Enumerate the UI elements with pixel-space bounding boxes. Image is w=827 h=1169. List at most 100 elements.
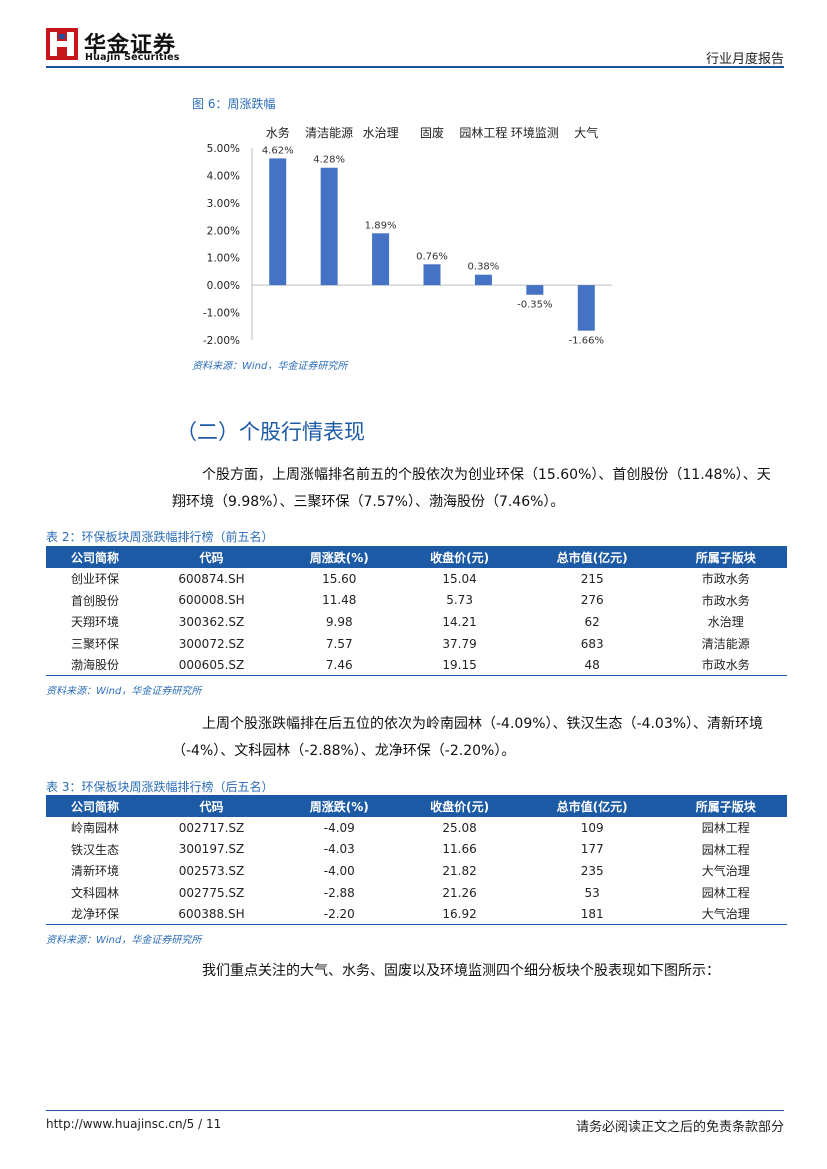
column-header: 收盘价(元) — [399, 795, 520, 817]
table-cell: 5.73 — [446, 593, 473, 608]
table-cell: 002717.SZ — [178, 820, 245, 835]
table-row: 创业环保 600874.SH 15.60 15.04 215 市政水务 — [46, 568, 787, 590]
table-cell: 276 — [580, 593, 604, 608]
table-cell: 683 — [580, 636, 604, 651]
table-cell: 创业环保 — [70, 572, 119, 587]
table-cell: 市政水务 — [701, 593, 750, 608]
table-header-row: 公司简称 代码 周涨跌(%) 收盘价(元) 总市值(亿元) 所属子版块 — [46, 795, 787, 817]
table-cell: 园林工程 — [701, 821, 750, 836]
table-cell: 三聚环保 — [70, 637, 119, 652]
table-cell: 园林工程 — [701, 886, 750, 901]
table3-title: 表 3：环保板块周涨跌幅排行榜（后五名） — [46, 780, 274, 794]
data-label: 1.89% — [365, 220, 397, 231]
table-cell: 7.57 — [325, 636, 353, 651]
bar-1 — [320, 167, 338, 286]
table-cell: 181 — [519, 903, 665, 926]
table-cell: 235 — [580, 863, 604, 878]
y-tick-label: -2.00% — [203, 335, 240, 347]
page-header: 华金证券 Huajin Securities 行业月度报告 — [46, 26, 784, 68]
table-cell: 37.79 — [442, 636, 477, 651]
table-cell: 市政水务 — [701, 572, 750, 587]
table-cell: 002573.SZ — [178, 863, 245, 878]
table-cell: 岭南园林 — [70, 821, 119, 836]
table-cell: 15.60 — [322, 571, 357, 586]
table-cell: 大气治理 — [701, 864, 750, 879]
table-cell: 62 — [584, 614, 600, 629]
chart-canvas: 5.00% 4.00% 3.00% 2.00% 1.00% 0.00% -1.00% -2.0… — [203, 125, 612, 347]
category-label: 环境监测 — [511, 125, 559, 140]
column-header: 总市值(亿元) — [519, 795, 665, 817]
y-tick-label: 5.00% — [207, 143, 240, 155]
table-cell: 9.98 — [325, 614, 353, 629]
y-tick-label: 4.00% — [207, 170, 240, 182]
category-label: 园林工程 — [459, 125, 507, 140]
column-header: 所属子版块 — [664, 546, 787, 568]
y-tick-label: 1.00% — [207, 253, 240, 265]
table-cell: 14.21 — [442, 614, 477, 629]
table-cell: -2.20 — [279, 903, 400, 926]
table-cell: 600388.SH — [143, 903, 280, 926]
category-label: 大气 — [574, 125, 598, 140]
data-label: 0.76% — [416, 251, 448, 262]
table-cell: 48 — [519, 654, 665, 677]
footer-divider — [46, 1110, 784, 1111]
bar-5 — [526, 285, 544, 295]
weekly-change-chart: 5.00% 4.00% 3.00% 2.00% 1.00% 0.00% -1.00% -2.0… — [192, 118, 628, 356]
table-cell: 19.15 — [399, 654, 520, 677]
data-label: -1.66% — [569, 336, 604, 347]
table-cell: 7.46 — [279, 654, 400, 677]
column-header: 总市值(亿元) — [519, 546, 665, 568]
data-label: 4.62% — [262, 145, 294, 156]
column-header: 代码 — [143, 795, 280, 817]
table-cell: 15.04 — [442, 571, 477, 586]
paragraph-focus: 我们重点关注的大气、水务、固废以及环境监测四个细分板块个股表现如下图所示： — [202, 963, 720, 979]
column-header: 周涨跌(%) — [279, 795, 400, 817]
table-row: 天翔环境 300362.SZ 9.98 14.21 62 水治理 — [46, 611, 787, 633]
table-cell: 109 — [580, 820, 604, 835]
table-cell: 龙净环保 — [46, 903, 144, 926]
table-cell: 首创股份 — [70, 593, 119, 608]
column-header: 公司简称 — [46, 795, 144, 817]
table-cell: 21.82 — [442, 863, 477, 878]
footer-disclaimer: 请务必阅读正文之后的免责条款部分 — [575, 1120, 784, 1135]
table-cell: 215 — [580, 571, 604, 586]
table-cell: 市政水务 — [664, 654, 787, 677]
bar-3 — [423, 264, 441, 286]
table-cell: -4.09 — [323, 820, 355, 835]
table-cell: -2.88 — [323, 885, 355, 900]
table-cell: 水治理 — [707, 615, 744, 630]
table-cell: 11.66 — [442, 842, 477, 857]
footer-url-page: http://www.huajinsc.cn/5 / 11 — [46, 1117, 222, 1131]
column-header: 收盘价(元) — [399, 546, 520, 568]
table-row: 清新环境 002573.SZ -4.00 21.82 235 大气治理 — [46, 860, 787, 882]
table-cell: 25.08 — [442, 820, 477, 835]
category-label: 水务 — [266, 125, 290, 140]
table-cell: -4.00 — [323, 863, 355, 878]
data-label: -0.35% — [517, 300, 552, 311]
table-cell: 000605.SZ — [143, 654, 280, 677]
table-cell: 天翔环境 — [70, 615, 119, 630]
table-cell: 11.48 — [322, 593, 357, 608]
data-label: 4.28% — [313, 155, 345, 166]
category-label: 固废 — [420, 125, 444, 140]
table-row: 渤海股份 000605.SZ 7.46 19.15 48 市政水务 — [46, 654, 787, 677]
column-header: 周涨跌(%) — [279, 546, 400, 568]
bar-2 — [372, 233, 390, 286]
paragraph-bottom-five: 上周个股涨跌幅排在后五位的依次为岭南园林（-4.09%）、铁汉生态（-4.03%… — [172, 716, 764, 759]
bar-6 — [577, 285, 595, 331]
y-tick-label: 2.00% — [207, 225, 240, 237]
table2-source: 资料来源：Wind，华金证券研究所 — [46, 686, 202, 697]
table-cell: 21.26 — [442, 885, 477, 900]
huajin-logo-icon — [46, 28, 78, 60]
table-cell: 16.92 — [399, 903, 520, 926]
category-label: 水治理 — [363, 126, 399, 140]
table-row: 三聚环保 300072.SZ 7.57 37.79 683 清洁能源 — [46, 633, 787, 655]
table-cell: 文科园林 — [70, 886, 119, 901]
table-cell: 铁汉生态 — [70, 842, 119, 857]
table-cell: 清洁能源 — [701, 637, 750, 652]
figure-title: 图 6：周涨跌幅 — [192, 97, 276, 111]
paragraph-top-five: 个股方面，上周涨幅排名前五的个股依次为创业环保（15.60%）、首创股份（11.… — [172, 467, 771, 510]
section-title: （二）个股行情表现 — [176, 420, 365, 444]
bar-0 — [269, 158, 287, 286]
y-tick-label: -1.00% — [203, 308, 240, 320]
